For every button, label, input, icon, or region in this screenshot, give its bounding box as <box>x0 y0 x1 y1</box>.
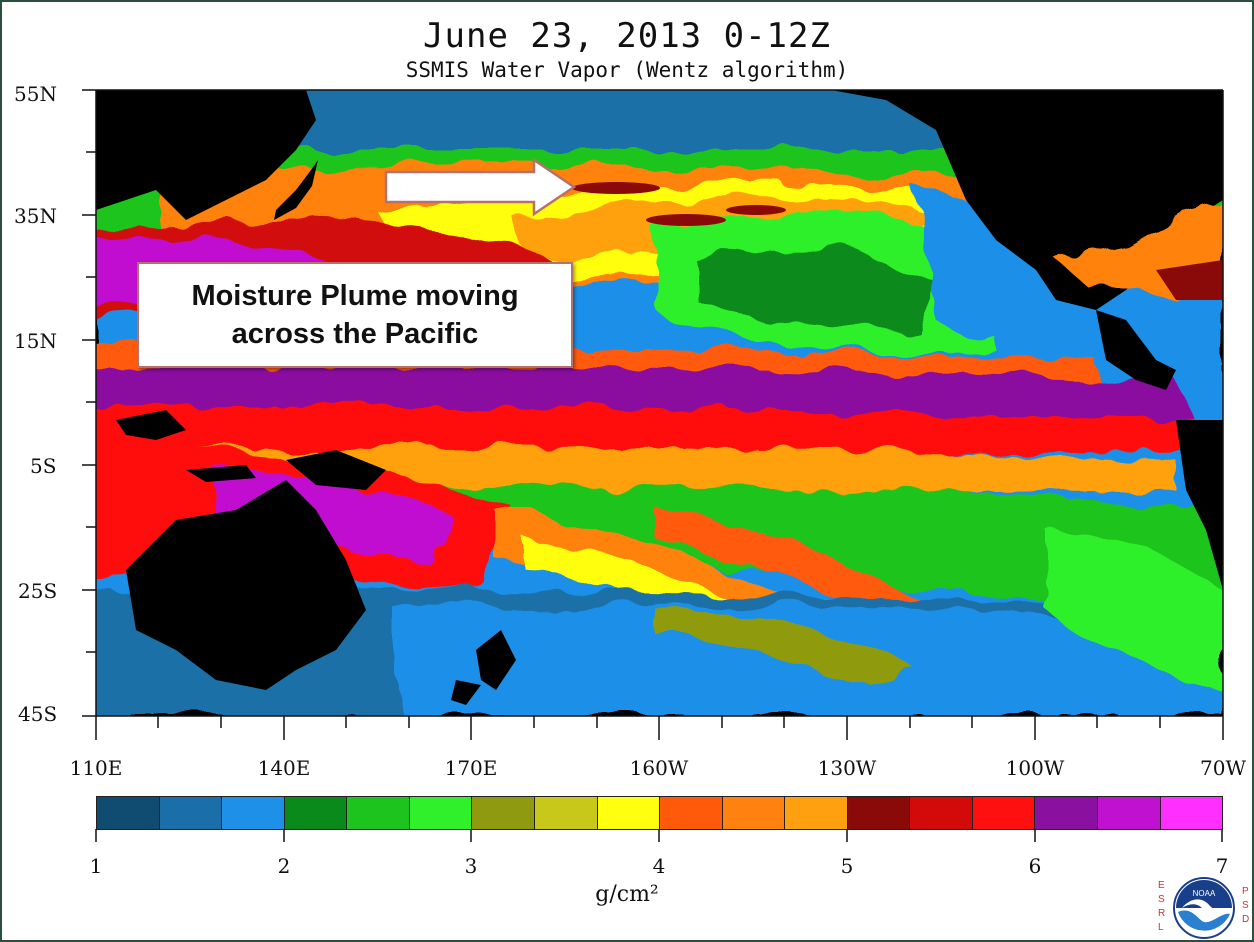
colorbar-swatch <box>1160 797 1223 829</box>
lat-label-35n: 35N <box>14 204 57 228</box>
lon-label-140e: 140E <box>257 756 311 780</box>
colorbar-tick-3: 3 <box>464 854 478 878</box>
colorbar-swatch <box>722 797 786 829</box>
psd-letter-s: S <box>1242 900 1249 911</box>
colorbar-swatch <box>597 797 661 829</box>
arrow-icon <box>384 158 577 217</box>
esrl-letter-l: L <box>1158 922 1164 933</box>
colorbar-swatch <box>222 797 285 829</box>
colorbar-unit: g/cm² <box>595 882 659 907</box>
colorbar-swatch <box>347 797 410 829</box>
lat-label-55n: 55N <box>14 82 57 106</box>
colorbar-swatch <box>910 797 973 829</box>
psd-letter-d: D <box>1242 914 1250 925</box>
colorbar-tick-1: 1 <box>89 854 103 878</box>
colorbar-tick-4: 4 <box>652 854 666 878</box>
lon-label-170e: 170E <box>444 756 498 780</box>
colorbar-swatch <box>1098 797 1161 829</box>
colorbar-tick-2: 2 <box>277 854 291 878</box>
colorbar-tick-5: 5 <box>840 854 854 878</box>
colorbar-swatch <box>159 797 223 829</box>
colorbar-swatch <box>785 797 848 829</box>
colorbar-swatch <box>409 797 473 829</box>
noaa-logo-text: NOAA <box>1193 889 1216 898</box>
lat-label-45s: 45S <box>18 702 58 726</box>
lon-label-70w: 70W <box>1199 756 1247 780</box>
colorbar-swatch <box>534 797 598 829</box>
esrl-letter-s: S <box>1158 894 1165 905</box>
colorbar-tick-7: 7 <box>1215 854 1229 878</box>
colorbar-tick-6: 6 <box>1028 854 1042 878</box>
lon-label-100w: 100W <box>1005 756 1065 780</box>
water-vapor-map <box>96 90 1223 716</box>
moisture-plume-callout: Moisture Plume moving across the Pacific <box>137 262 573 368</box>
colorbar <box>96 796 1223 830</box>
colorbar-swatch <box>972 797 1036 829</box>
esrl-letter-r: R <box>1158 908 1166 919</box>
lat-label-25s: 25S <box>18 579 58 603</box>
lon-label-160w: 160W <box>629 756 689 780</box>
lat-label-15n: 15N <box>14 329 57 353</box>
map-subtitle: SSMIS Water Vapor (Wentz algorithm) <box>405 58 849 82</box>
colorbar-swatch <box>847 797 911 829</box>
colorbar-swatch <box>284 797 348 829</box>
lon-label-110e: 110E <box>69 756 123 780</box>
esrl-letter-e: E <box>1158 880 1165 891</box>
colorbar-swatch <box>97 797 160 829</box>
map-title: June 23, 2013 0-12Z <box>423 16 831 56</box>
psd-letter-p: P <box>1242 886 1249 897</box>
map-image <box>96 90 1223 716</box>
callout-line-2: across the Pacific <box>231 318 479 350</box>
noaa-logo-icon: NOAA <box>1173 877 1235 939</box>
colorbar-swatch <box>660 797 723 829</box>
colorbar-swatch <box>472 797 535 829</box>
callout-line-1: Moisture Plume moving <box>191 280 519 312</box>
colorbar-swatch <box>1035 797 1098 829</box>
lat-label-5s: 5S <box>30 454 57 478</box>
lon-label-130w: 130W <box>817 756 877 780</box>
